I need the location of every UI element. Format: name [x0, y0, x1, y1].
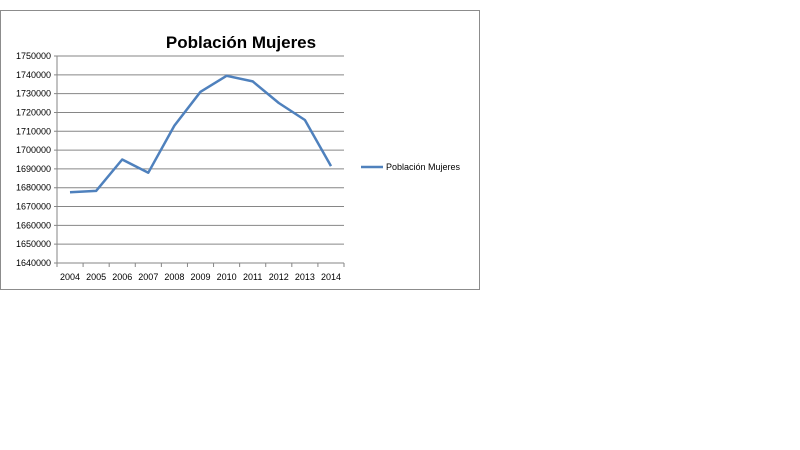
x-tick-label: 2011	[243, 272, 262, 282]
y-tick-label: 1650000	[16, 239, 51, 249]
x-tick-label: 2004	[60, 272, 80, 282]
x-tick-label: 2009	[190, 272, 210, 282]
y-tick-label: 1640000	[16, 258, 51, 268]
series-line	[69, 74, 333, 194]
y-tick-label: 1720000	[16, 107, 51, 117]
y-tick-label: 1670000	[16, 202, 51, 212]
y-tick-label: 1750000	[16, 51, 51, 61]
x-tick-label: 2012	[269, 272, 289, 282]
y-tick-label: 1680000	[16, 183, 51, 193]
x-axis: 2004 2005 2006 2007 2008 2009 2010 2011 2012 2013…	[56, 263, 345, 282]
x-tick-label: 2005	[86, 272, 106, 282]
gridlines	[54, 55, 344, 264]
y-tick-label: 1740000	[16, 70, 51, 80]
legend: Población Mujeres	[361, 162, 461, 172]
x-tick-label: 2013	[295, 272, 315, 282]
x-tick-label: 2007	[138, 272, 158, 282]
x-tick-label: 2014	[321, 272, 341, 282]
y-axis: 1750000 1740000 1730000 1720000 1710000 17000…	[16, 51, 58, 268]
x-tick-label: 2008	[164, 272, 184, 282]
x-tick-label: 2006	[112, 272, 132, 282]
y-tick-label: 1700000	[16, 145, 51, 155]
chart-title: Población Mujeres	[165, 33, 317, 52]
y-tick-label: 1730000	[16, 89, 51, 99]
legend-label: Población Mujeres	[386, 162, 461, 172]
y-tick-label: 1710000	[16, 126, 51, 136]
y-tick-label: 1660000	[16, 220, 51, 230]
y-tick-label: 1690000	[16, 164, 51, 174]
x-tick-label: 2010	[217, 272, 237, 282]
